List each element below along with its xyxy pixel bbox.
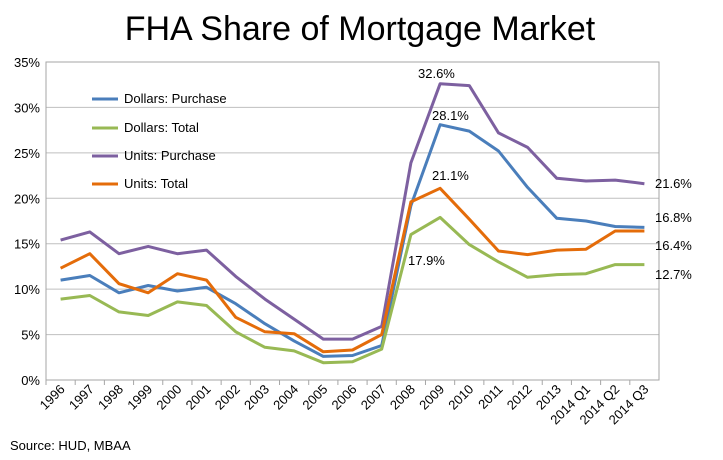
- x-tick-label: 2005: [299, 382, 330, 413]
- series-line-dollars-total: [60, 215, 645, 365]
- source-note: Source: HUD, MBAA: [10, 438, 131, 453]
- legend-label-dollars-total: Dollars: Total: [124, 120, 199, 135]
- data-annotations: 32.6% 28.1% 21.1% 17.9% 21.6% 16.8% 16.4…: [408, 66, 692, 282]
- x-axis: 1996199719981999200020012002200320042005…: [37, 380, 652, 427]
- annotation-dollars-total-2009: 17.9%: [408, 253, 445, 268]
- gridlines: [46, 106, 659, 336]
- y-tick-label: 30%: [14, 100, 40, 115]
- annotation-units-purchase-2009: 32.6%: [418, 66, 455, 81]
- x-tick-label: 2009: [416, 382, 447, 413]
- series-line-units-total: [59, 186, 645, 354]
- x-tick-label: 2000: [153, 382, 184, 413]
- series-lines: [59, 82, 645, 365]
- annotation-units-total-end: 16.4%: [655, 238, 692, 253]
- x-tick-label: 2011: [475, 382, 505, 412]
- legend-label-units-total: Units: Total: [124, 176, 188, 191]
- annotation-dollars-purchase-end: 16.8%: [655, 210, 692, 225]
- series-line-units-purchase: [60, 82, 645, 341]
- y-tick-label: 15%: [14, 237, 40, 252]
- plot-area: [45, 61, 660, 381]
- legend-label-dollars-purchase: Dollars: Purchase: [124, 91, 227, 106]
- annotation-units-purchase-end: 21.6%: [655, 176, 692, 191]
- x-tick-label: 2010: [445, 382, 476, 413]
- x-tick-label: 2003: [241, 382, 272, 413]
- annotation-dollars-purchase-2009: 28.1%: [432, 108, 469, 123]
- legend: Dollars: Purchase Dollars: Total Units: …: [92, 91, 227, 191]
- x-tick-label: 2008: [387, 382, 418, 413]
- annotation-dollars-total-end: 12.7%: [655, 267, 692, 282]
- x-tick-label: 1998: [95, 382, 126, 413]
- x-tick-label: 2002: [212, 382, 243, 413]
- y-tick-label: 0%: [21, 373, 40, 388]
- x-tick-label: 1999: [124, 382, 155, 413]
- x-tick-label: 2004: [270, 382, 301, 413]
- y-tick-label: 5%: [21, 328, 40, 343]
- y-tick-label: 25%: [14, 146, 40, 161]
- x-tick-label: 2007: [358, 382, 389, 413]
- y-tick-label: 35%: [14, 55, 40, 70]
- x-tick-label: 2012: [504, 382, 535, 413]
- x-tick-label: 2001: [183, 382, 214, 413]
- y-axis: 0% 5% 10% 15% 20% 25% 30% 35%: [14, 55, 40, 388]
- x-tick-label: 1997: [66, 382, 97, 413]
- legend-label-units-purchase: Units: Purchase: [124, 148, 216, 163]
- annotation-units-total-2009: 21.1%: [432, 168, 469, 183]
- y-tick-label: 20%: [14, 191, 40, 206]
- x-tick-label: 1996: [37, 382, 68, 413]
- y-tick-label: 10%: [14, 282, 40, 297]
- x-tick-label: 2006: [329, 382, 360, 413]
- chart-title: FHA Share of Mortgage Market: [125, 10, 596, 48]
